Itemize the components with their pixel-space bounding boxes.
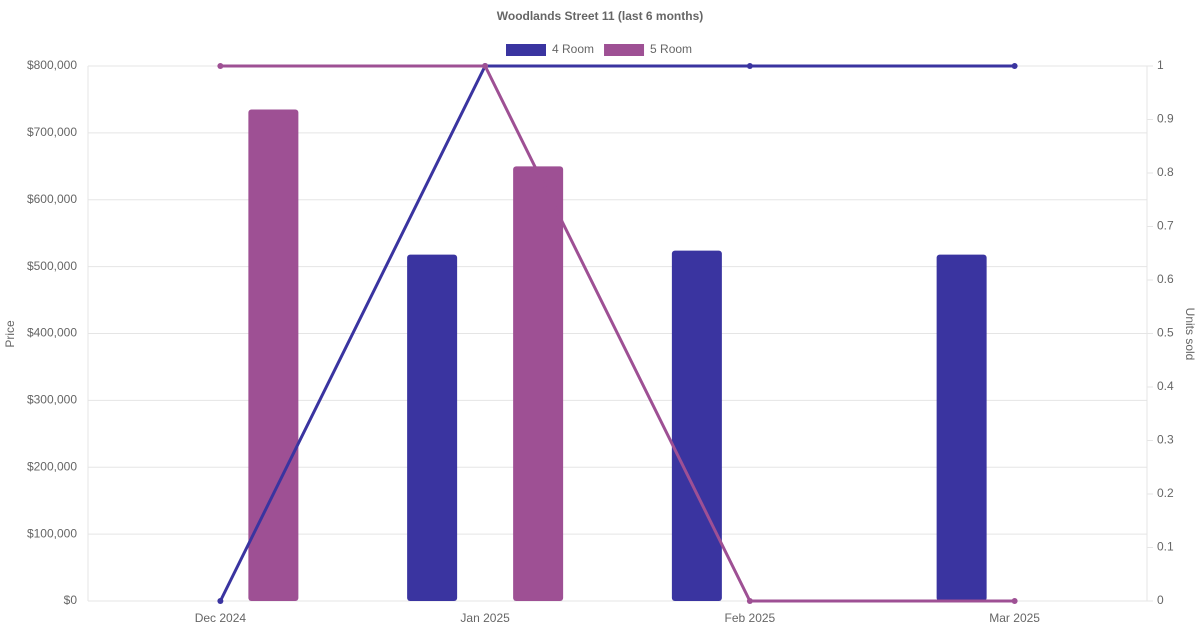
y-axis-title: Price: [3, 320, 17, 348]
y2-tick-label: 0.5: [1157, 326, 1174, 340]
y2-tick-label: 0.7: [1157, 219, 1174, 233]
line: [219, 64, 1015, 602]
y-tick-label: $400,000: [27, 326, 77, 340]
y2-axis-title: Units sold: [1183, 308, 1197, 361]
bar: [513, 166, 564, 601]
line-point: [1011, 63, 1018, 69]
line-point: [217, 63, 224, 69]
x-tick-label: Jan 2025: [460, 611, 510, 625]
y-tick-label: $300,000: [27, 393, 77, 407]
y-tick-label: $500,000: [27, 259, 77, 273]
y2-tick-label: 0.4: [1157, 379, 1174, 393]
y2-tick-label: 0.3: [1157, 433, 1174, 447]
chart-title: Woodlands Street 11 (last 6 months): [497, 9, 703, 23]
line: [220, 64, 1015, 603]
y-tick-label: $100,000: [27, 526, 77, 540]
y2-tick-label: 0.6: [1157, 272, 1174, 286]
x-tick-label: Feb 2025: [725, 611, 776, 625]
legend-label: 4 Room: [552, 42, 594, 56]
legend-label: 5 Room: [650, 42, 692, 56]
y2-tick-label: 0.8: [1157, 165, 1174, 179]
y2-tick-label: 0.2: [1157, 486, 1174, 500]
legend-swatch: [506, 44, 546, 56]
bar: [248, 109, 299, 601]
y-tick-label: $800,000: [27, 58, 77, 72]
y2-tick-label: 1: [1157, 58, 1164, 72]
line-point: [1011, 598, 1018, 604]
y2-tick-label: 0.1: [1157, 540, 1174, 554]
legend-swatch: [604, 44, 645, 56]
line-point: [217, 598, 224, 604]
line-point: [482, 63, 489, 69]
bar: [671, 250, 722, 601]
line-point: [746, 598, 753, 604]
y2-tick-label: 0.9: [1157, 112, 1174, 126]
x-tick-label: Dec 2024: [195, 611, 247, 625]
x-tick-label: Mar 2025: [989, 611, 1040, 625]
line-point: [746, 63, 753, 69]
y-tick-label: $200,000: [27, 459, 77, 473]
y-tick-label: $600,000: [27, 192, 77, 206]
bar: [936, 254, 987, 601]
y-tick-label: $700,000: [27, 125, 77, 139]
bar: [407, 254, 458, 601]
y-tick-label: $0: [64, 593, 78, 607]
y2-tick-label: 0: [1157, 593, 1164, 607]
